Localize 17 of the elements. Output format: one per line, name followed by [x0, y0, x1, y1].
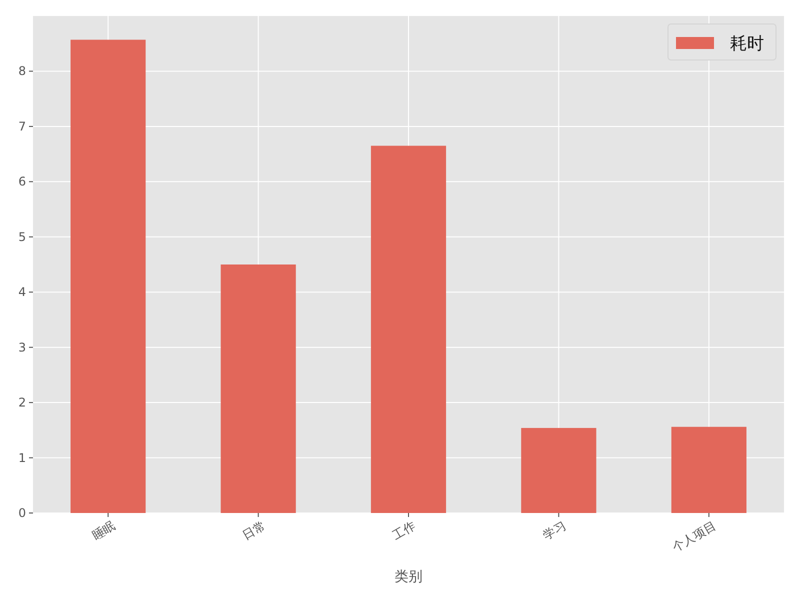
y-tick-label: 7: [18, 119, 26, 134]
x-tick-label: 工作: [390, 518, 418, 543]
x-tick-label: 日常: [240, 518, 268, 543]
x-axis-title: 类别: [394, 569, 422, 585]
y-tick-label: 8: [18, 64, 26, 78]
x-tick-label: 睡眠: [90, 518, 118, 543]
x-tick-label: 学习: [540, 518, 568, 543]
y-tick-label: 4: [18, 285, 26, 300]
y-tick-label: 2: [18, 396, 26, 410]
y-tick-label: 3: [18, 340, 26, 354]
legend-label: 耗时: [730, 34, 764, 54]
x-tick-label: 个人项目: [670, 518, 718, 555]
legend: 耗时: [668, 24, 776, 60]
y-tick-label: 1: [18, 450, 26, 465]
y-tick-label: 0: [18, 506, 26, 520]
y-tick-label: 6: [18, 174, 26, 189]
y-tick-label: 5: [18, 230, 26, 244]
